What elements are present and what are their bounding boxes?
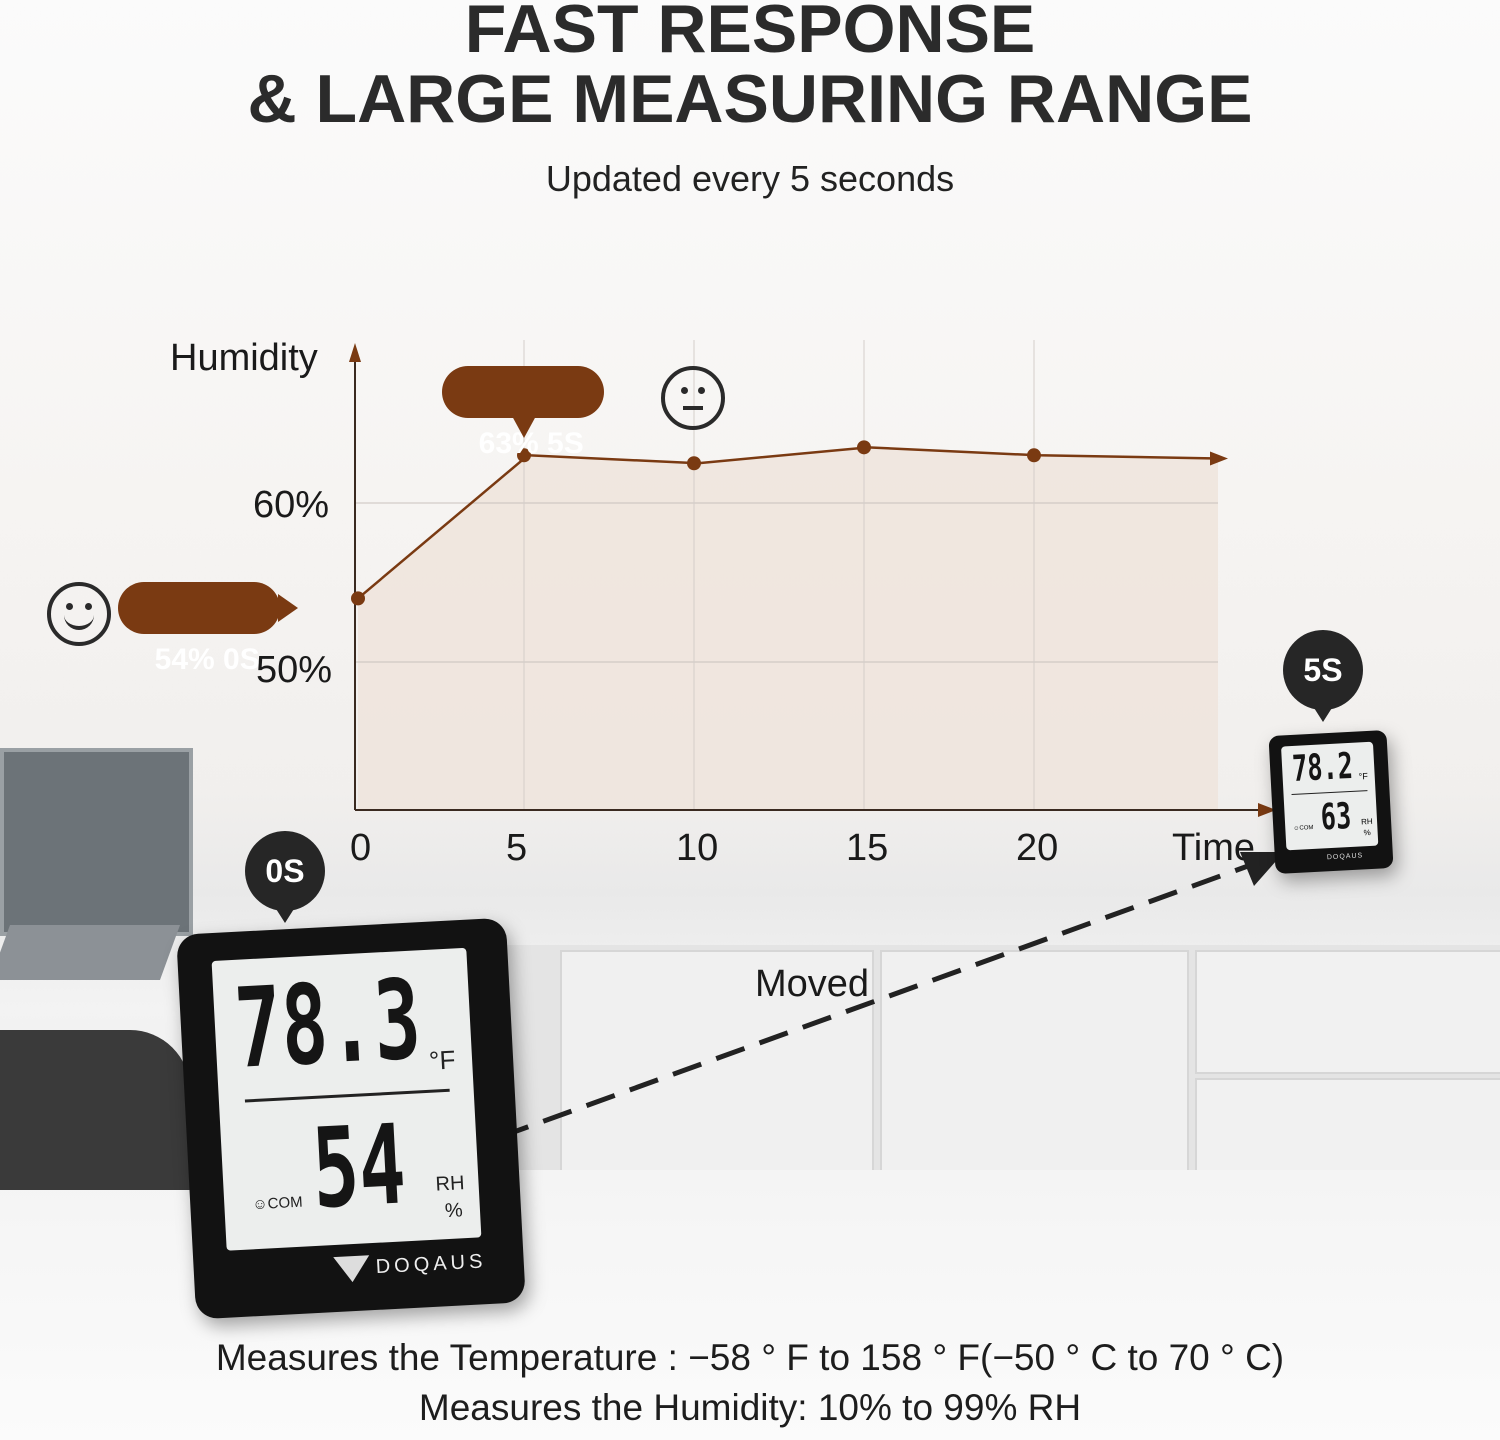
temperature-range-text: Measures the Temperature : −58 ° F to 15… xyxy=(215,1337,1285,1378)
x-tick-label: 5 xyxy=(506,827,527,869)
temperature-unit: °F xyxy=(428,1044,457,1076)
y-axis-arrow xyxy=(349,343,361,362)
data-point xyxy=(1027,448,1041,463)
callout-start-text: 54% 0S xyxy=(154,643,260,676)
humidity-unit-percent: % xyxy=(444,1199,464,1223)
brand-name: DOQAUS xyxy=(1326,852,1364,862)
humidity-reading: 63 xyxy=(1319,795,1353,839)
x-tick-label: 20 xyxy=(1016,827,1058,869)
lcd-screen: 78.2 °F 63 ☺COM RH % xyxy=(1281,741,1379,851)
x-tick-label: 15 xyxy=(846,827,888,869)
moved-arrow-head xyxy=(1240,852,1284,886)
comfort-indicator: ☺COM xyxy=(1293,824,1314,833)
brand-logo-icon xyxy=(333,1255,371,1284)
y-tick-label: 60% xyxy=(253,484,329,526)
brand-logo: DOQAUS xyxy=(333,1249,487,1284)
callout-5s: 63% 5S xyxy=(442,366,604,460)
humidity-unit-rh: RH xyxy=(435,1172,466,1196)
lcd-divider xyxy=(1291,790,1368,796)
smiley-face-icon xyxy=(47,582,111,646)
comfort-indicator: ☺COM xyxy=(251,1193,304,1214)
moved-label: Moved xyxy=(755,963,869,1005)
pin-end: 5S xyxy=(1283,630,1363,722)
data-point xyxy=(517,448,531,463)
page-subtitle: Updated every 5 seconds xyxy=(545,158,955,199)
temperature-unit: °F xyxy=(1358,771,1369,782)
callout-5s-text: 63% 5S xyxy=(478,427,584,460)
humidity-unit-rh: RH xyxy=(1360,816,1373,827)
background-cabinet-door xyxy=(560,950,874,1174)
background-drawer xyxy=(1195,950,1500,1074)
data-point xyxy=(687,456,701,471)
background-laptop xyxy=(0,748,193,936)
humidity-line xyxy=(357,446,1219,600)
y-tick-label: 50% xyxy=(256,649,332,691)
data-point xyxy=(351,591,365,606)
x-tick-label: 10 xyxy=(676,827,718,869)
temperature-reading: 78.2 xyxy=(1291,745,1354,790)
moved-arrow-line xyxy=(499,863,1249,1140)
humidity-unit-percent: % xyxy=(1363,827,1372,838)
x-axis-label: Time xyxy=(1172,827,1255,869)
x-tick-label: 0 xyxy=(350,827,371,869)
page-title-line1: FAST RESPONSE xyxy=(464,0,1036,67)
temperature-reading: 78.3 xyxy=(231,955,424,1093)
thermometer-large: 78.3 °F 54 ☺COM RH % DOQAUS xyxy=(176,917,526,1320)
humidity-range-text: Measures the Humidity: 10% to 99% RH xyxy=(418,1387,1082,1428)
data-point xyxy=(857,440,871,455)
callout-start: 54% 0S xyxy=(118,582,298,676)
page-title-line2: & LARGE MEASURING RANGE xyxy=(247,61,1253,137)
chart-area-fill xyxy=(358,447,1218,810)
line-end-arrow xyxy=(1210,451,1228,466)
humidity-reading: 54 xyxy=(309,1100,409,1233)
x-axis-arrow xyxy=(1258,803,1276,817)
y-axis-label: Humidity xyxy=(170,337,318,379)
neutral-face-icon xyxy=(661,366,725,430)
pin-start: 0S xyxy=(245,831,325,923)
brand-name: DOQAUS xyxy=(375,1250,487,1279)
background-drawer xyxy=(1195,1078,1500,1174)
thermometer-small: 78.2 °F 63 ☺COM RH % DOQAUS xyxy=(1268,730,1394,874)
background-chair xyxy=(0,1030,190,1190)
lcd-screen: 78.3 °F 54 ☺COM RH % xyxy=(211,947,482,1251)
